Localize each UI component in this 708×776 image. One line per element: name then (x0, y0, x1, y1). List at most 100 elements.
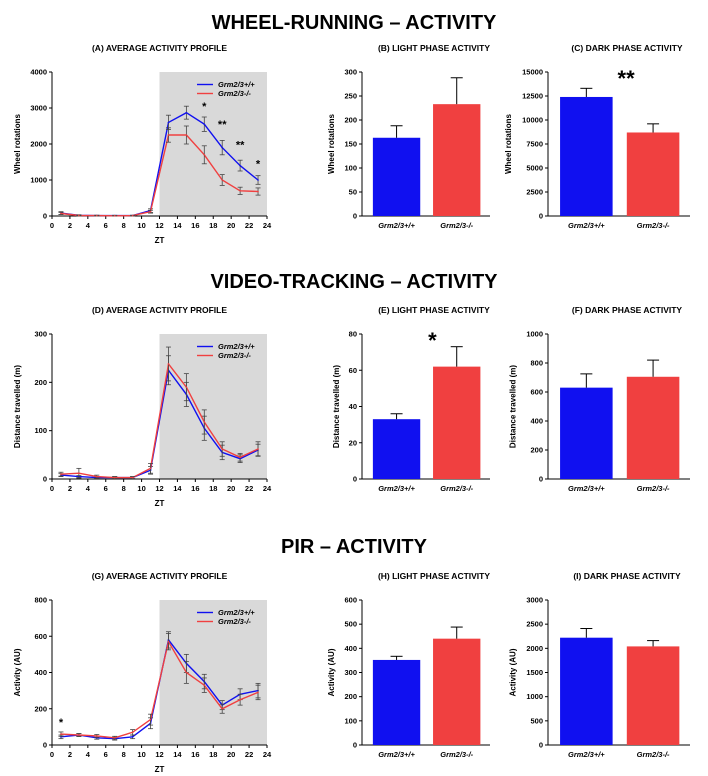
y-tick-label: 1000 (30, 176, 47, 185)
x-axis-label: ZT (155, 499, 165, 508)
panel-title: (D) AVERAGE ACTIVITY PROFILE (92, 305, 227, 315)
y-tick-label: 50 (349, 188, 357, 197)
y-tick-label: 60 (349, 366, 357, 375)
series-line (60, 639, 259, 739)
x-tick-label: 18 (209, 484, 217, 493)
panel-title: (E) LIGHT PHASE ACTIVITY (378, 305, 490, 315)
panel-title: (H) LIGHT PHASE ACTIVITY (378, 571, 490, 581)
panel-title: (I) DARK PHASE ACTIVITY (573, 571, 681, 581)
x-tick-label: 20 (227, 750, 235, 759)
x-tick-label: 0 (50, 484, 54, 493)
data-point (203, 684, 206, 686)
legend-entry: Grm2/3+/+ (218, 80, 255, 89)
y-axis-label: Activity (AU) (509, 648, 518, 696)
y-tick-label: 20 (349, 438, 357, 447)
data-point (60, 212, 62, 215)
bar-knockout (626, 646, 680, 745)
x-tick-label: 12 (155, 221, 163, 230)
x-tick-label: 8 (122, 750, 126, 759)
data-point (167, 121, 170, 124)
x-tick-label: 22 (245, 484, 253, 493)
y-tick-label: 12500 (522, 92, 543, 101)
x-tick-label: 14 (173, 221, 182, 230)
data-point (60, 733, 62, 735)
x-tick-label: 4 (86, 484, 91, 493)
panel-A: (A) AVERAGE ACTIVITY PROFILE 0 1000 2000 300… (13, 43, 272, 245)
y-tick-label: 0 (539, 741, 543, 750)
bar-knockout (433, 638, 481, 745)
significance-marker: * (428, 328, 437, 353)
category-label: Grm2/3+/+ (378, 750, 415, 759)
x-tick-label: 12 (155, 750, 163, 759)
x-tick-label: 20 (227, 221, 235, 230)
legend-entry: Grm2/3+/+ (218, 608, 255, 617)
y-tick-label: 0 (353, 475, 357, 484)
y-tick-label: 300 (34, 330, 47, 339)
x-tick-label: 6 (104, 484, 108, 493)
y-tick-label: 100 (344, 164, 357, 173)
x-tick-label: 8 (122, 221, 126, 230)
x-tick-label: 24 (263, 484, 272, 493)
y-tick-label: 500 (530, 716, 543, 725)
data-point (95, 475, 98, 478)
data-point (257, 691, 259, 694)
data-point (239, 190, 241, 192)
data-point (185, 671, 188, 674)
data-point (113, 215, 116, 217)
x-tick-label: 16 (191, 221, 199, 230)
y-axis-label: Wheel rotations (13, 113, 22, 174)
data-point (113, 736, 116, 739)
y-axis-label: Distance travelled (m) (332, 365, 341, 448)
panel-D: (D) AVERAGE ACTIVITY PROFILE 0 100 200 300 0 2… (13, 305, 272, 508)
x-tick-label: 18 (209, 221, 217, 230)
data-point (257, 190, 259, 193)
x-tick-label: 16 (191, 750, 199, 759)
data-point (257, 179, 259, 181)
bar-knockout (433, 104, 481, 216)
dark-phase-shading (159, 72, 267, 216)
x-axis-label: ZT (155, 765, 165, 774)
panel-F: (F) DARK PHASE ACTIVITY 0 200 400 600 800 1000… (509, 305, 690, 493)
data-point (185, 111, 188, 114)
y-tick-label: 200 (344, 116, 357, 125)
y-tick-label: 0 (539, 475, 543, 484)
significance-marker: * (202, 101, 207, 113)
data-point (113, 476, 116, 479)
x-tick-label: 2 (68, 484, 72, 493)
data-point (60, 473, 62, 475)
bar-knockout (433, 366, 481, 479)
y-tick-label: 0 (43, 741, 47, 750)
y-axis-label: Distance travelled (m) (509, 365, 518, 448)
data-point (95, 735, 98, 737)
panel-C: (C) DARK PHASE ACTIVITY 0 2500 5000 7500 1000… (504, 43, 690, 230)
data-point (131, 214, 134, 217)
y-tick-label: 200 (34, 378, 47, 387)
significance-marker: * (256, 158, 261, 170)
category-label: Grm2/3-/- (440, 484, 473, 493)
data-point (167, 640, 170, 643)
section-title-pir: PIR – ACTIVITY (281, 536, 428, 558)
panel-title: (C) DARK PHASE ACTIVITY (571, 43, 682, 53)
data-point (149, 718, 152, 721)
category-label: Grm2/3-/- (440, 221, 473, 230)
y-tick-label: 250 (344, 92, 357, 101)
x-axis-label: ZT (155, 236, 165, 245)
data-point (149, 210, 152, 213)
category-label: Grm2/3-/- (637, 221, 670, 230)
x-tick-label: 4 (86, 750, 91, 759)
x-tick-label: 22 (245, 750, 253, 759)
x-tick-label: 2 (68, 221, 72, 230)
data-point (131, 736, 134, 738)
data-point (78, 472, 80, 475)
y-tick-label: 400 (344, 644, 357, 653)
series-knockout (58, 633, 261, 740)
y-tick-label: 100 (344, 716, 357, 725)
y-tick-label: 300 (344, 668, 357, 677)
x-tick-label: 0 (50, 750, 54, 759)
data-point (221, 146, 224, 149)
significance-marker: ** (236, 140, 245, 152)
y-tick-label: 100 (34, 426, 47, 435)
x-tick-label: 10 (137, 221, 145, 230)
y-tick-label: 600 (530, 388, 543, 397)
bar-wildtype (372, 419, 421, 479)
